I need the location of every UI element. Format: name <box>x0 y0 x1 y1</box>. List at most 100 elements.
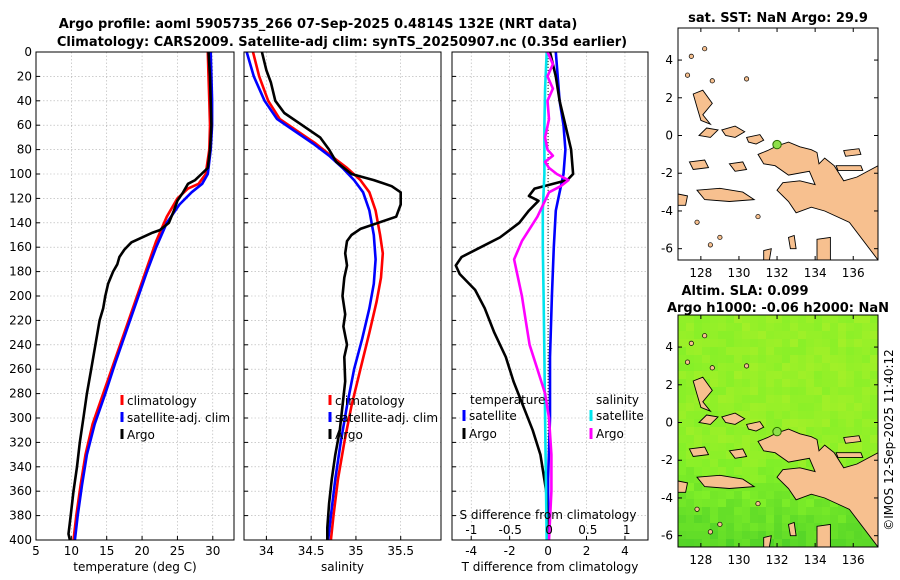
buru-land <box>678 480 689 493</box>
sla-cell <box>822 403 831 412</box>
sla-cell <box>734 331 743 340</box>
sla-cell <box>790 339 799 348</box>
sla-cell <box>710 339 719 348</box>
aru-land <box>816 523 831 547</box>
sla-cell <box>694 427 703 436</box>
sla-cell <box>798 371 807 380</box>
sla-cell <box>862 371 871 380</box>
sla-cell <box>678 371 687 380</box>
sla-cell <box>694 363 703 372</box>
sla-cell <box>766 315 775 324</box>
islet-land <box>744 76 750 82</box>
sla-cell <box>862 379 871 388</box>
sla-cell <box>734 443 743 452</box>
x-tick-label: 35 <box>348 544 363 558</box>
sla-cell <box>766 331 775 340</box>
sla-cell <box>846 323 855 332</box>
sla-cell <box>686 515 695 524</box>
sla-cell <box>710 515 719 524</box>
sla-cell <box>790 315 799 324</box>
panel-salinity-profile: 34 34.5 35 35.5 salinity climatology satellite… <box>243 51 442 574</box>
sla-cell <box>774 379 783 388</box>
sla-cell <box>718 411 727 420</box>
sla-cell <box>774 355 783 364</box>
seram-land <box>696 474 756 489</box>
sla-cell <box>686 347 695 356</box>
map-x-tick-label: 136 <box>842 553 865 567</box>
sla-cell <box>870 371 878 380</box>
sla-cell <box>870 403 878 412</box>
sla-cell <box>758 427 767 436</box>
sla-cell <box>686 483 695 492</box>
sla-cell <box>782 371 791 380</box>
sla-cell <box>838 395 847 404</box>
y-tick-label: 160 <box>9 240 32 254</box>
sla-cell <box>750 451 759 460</box>
y-tick-label: 220 <box>9 313 32 327</box>
sla-cell <box>846 379 855 388</box>
sla-cell <box>750 411 759 420</box>
axes-frame <box>243 51 442 541</box>
sla-cell <box>782 491 791 500</box>
sla-cell <box>734 315 743 324</box>
top-tick-label: 0 <box>545 523 553 537</box>
sla-cell <box>710 379 719 388</box>
sla-cell <box>726 539 735 547</box>
x-axis-label: salinity <box>321 560 364 574</box>
sla-cell <box>830 427 839 436</box>
sla-cell <box>694 419 703 428</box>
sla-cell <box>726 507 735 516</box>
sla-cell <box>702 491 711 500</box>
sla-cell <box>750 491 759 500</box>
sla-cell <box>806 347 815 356</box>
sla-cell <box>854 355 863 364</box>
waigeo-land <box>745 134 765 145</box>
map-y-tick-label: 4 <box>665 340 673 354</box>
sla-cell <box>766 403 775 412</box>
map-panels: 128 130 132 134 136 -6 -4 -2 0 2 4 128 130 132 134 136 -… <box>661 27 879 567</box>
sla-cell <box>750 475 759 484</box>
sla-cell <box>822 315 831 324</box>
sla-cell <box>694 539 703 547</box>
sla-cell <box>678 411 687 420</box>
sla-cell <box>790 347 799 356</box>
sla-cell <box>782 363 791 372</box>
sla-cell <box>686 355 695 364</box>
sla-cell <box>806 523 815 532</box>
sla-cell <box>718 531 727 540</box>
sla-cell <box>718 539 727 547</box>
sla-cell <box>782 339 791 348</box>
map-frame <box>677 27 879 261</box>
sla-cell <box>814 323 823 332</box>
sla-cell <box>846 427 855 436</box>
sla-cell <box>854 539 863 547</box>
legend-label: Argo <box>596 427 624 441</box>
x-tick-label: 5 <box>32 544 40 558</box>
sla-cell <box>750 403 759 412</box>
sla-cell <box>774 403 783 412</box>
sla-cell <box>790 395 799 404</box>
sla-cell <box>686 435 695 444</box>
sla-cell <box>814 427 823 436</box>
sla-cell <box>734 427 743 436</box>
sla-cell <box>718 459 727 468</box>
sla-cell <box>718 347 727 356</box>
sla-cell <box>718 363 727 372</box>
sla-cell <box>734 467 743 476</box>
sla-cell <box>798 379 807 388</box>
sla-cell <box>846 419 855 428</box>
sla-cell <box>766 323 775 332</box>
sst-map-title: sat. SST: NaN Argo: 29.9 <box>688 11 868 26</box>
sla-cell <box>806 339 815 348</box>
sla-cell <box>782 483 791 492</box>
y-tick-label: 360 <box>9 484 32 498</box>
sla-cell <box>694 499 703 508</box>
sla-cell <box>750 523 759 532</box>
sla-cell <box>766 371 775 380</box>
sla-cell <box>742 387 751 396</box>
sla-cell <box>838 323 847 332</box>
sla-cell <box>742 355 751 364</box>
sla-cell <box>822 435 831 444</box>
sla-cell <box>742 347 751 356</box>
island-land <box>698 127 719 138</box>
